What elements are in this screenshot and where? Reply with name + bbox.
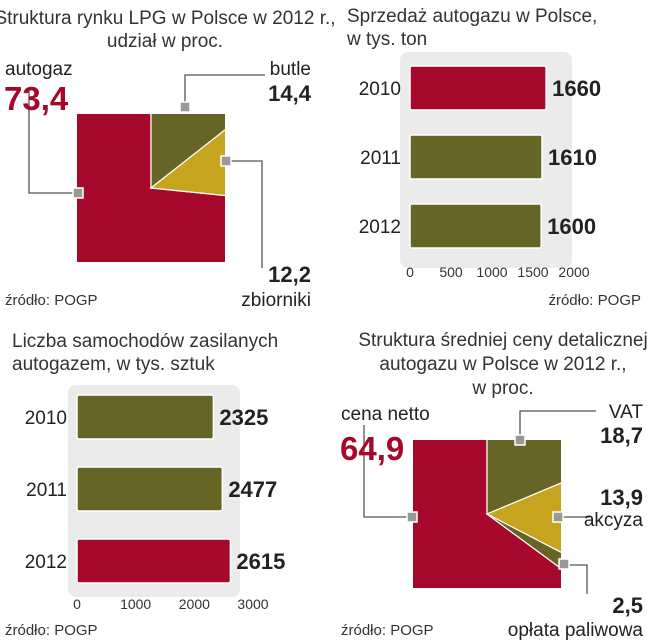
price-connectors (363, 410, 596, 594)
bar-value-2010: 1660 (552, 76, 601, 101)
bar-2012 (76, 538, 232, 584)
akcyza-marker (552, 511, 564, 523)
x-tick-label: 1500 (517, 264, 548, 280)
cars-chart: Liczba samochodów zasilanych autogazem, … (5, 331, 285, 639)
bar-2011 (409, 134, 543, 180)
vat-value: 18,7 (600, 423, 643, 448)
cena-netto-value: 64,9 (340, 430, 404, 467)
price-slice-opłata-paliwowa (486, 513, 561, 570)
autogaz-marker (72, 187, 84, 199)
sales-chart-title: Sprzedaż autogazu w Polsce, (347, 6, 597, 27)
sales-chart-subtitle: w tys. ton (346, 29, 427, 50)
cena-netto-marker (406, 511, 418, 523)
price-chart-title-line1: Struktura średniej ceny detalicznej (358, 330, 647, 351)
lpg-chart-subtitle: udział w proc. (107, 31, 223, 52)
x-tick-label: 2000 (179, 596, 210, 612)
bar-2010 (409, 65, 547, 111)
akcyza-value: 13,9 (600, 485, 643, 510)
butle-value: 14,4 (268, 81, 312, 106)
x-tick-label: 2000 (558, 264, 589, 280)
lpg-markers (72, 101, 232, 199)
zbiorniki-value: 12,2 (268, 262, 311, 287)
x-tick-label: 1000 (120, 596, 151, 612)
oplata-marker (558, 558, 570, 570)
akcyza-label: akcyza (584, 510, 644, 531)
year-label-2011: 2011 (360, 148, 401, 169)
price-structure-chart: Struktura średniej ceny detalicznej auto… (340, 330, 647, 640)
lpg-pie (77, 114, 225, 262)
year-label-2012: 2012 (359, 217, 401, 238)
year-label-2012: 2012 (25, 552, 67, 573)
year-label-2011: 2011 (26, 480, 67, 501)
price-chart-title-line2: autogazu w Polsce w 2012 r., (379, 354, 626, 375)
x-tick-label: 0 (406, 264, 414, 280)
lpg-chart-title: Struktura rynku LPG w Polsce w 2012 r., (0, 8, 336, 29)
sales-chart: Sprzedaż autogazu w Polsce, w tys. ton 2… (346, 6, 641, 309)
cars-chart-title: Liczba samochodów zasilanych (12, 331, 278, 352)
x-tick-label: 1000 (476, 264, 507, 280)
lpg-source: źródło: POGP (5, 292, 98, 309)
x-tick-label: 0 (73, 596, 81, 612)
price-source: źródło: POGP (341, 622, 434, 639)
vat-marker (514, 434, 526, 446)
lpg-slice-zbiorniki (149, 129, 225, 197)
lpg-slice-butle (150, 114, 225, 190)
bar-value-2011: 1610 (548, 145, 597, 170)
price-markers (406, 434, 570, 570)
price-slice-VAT (486, 440, 561, 515)
cars-source: źródło: POGP (5, 622, 98, 639)
year-label-2010: 2010 (25, 408, 67, 429)
cena-netto-label: cena netto (341, 404, 430, 425)
lpg-structure-chart: Struktura rynku LPG w Polsce w 2012 r., … (0, 8, 336, 311)
x-tick-label: 500 (439, 264, 463, 280)
butle-marker (179, 101, 191, 113)
cars-bars: 2010 2325 2011 2477 2012 2615 0 1000 2000 3000 (25, 394, 285, 612)
bar-value-2012: 2615 (236, 549, 285, 574)
lpg-connectors (28, 74, 265, 268)
price-slice-akcyza (485, 482, 561, 553)
sales-source: źródło: POGP (548, 292, 641, 309)
vat-label: VAT (609, 402, 644, 423)
oplata-label: opłata paliwowa (508, 620, 644, 640)
bar-value-2010: 2325 (219, 405, 268, 430)
oplata-value: 2,5 (612, 593, 643, 618)
bar-2011 (76, 466, 224, 512)
autogaz-value: 73,4 (4, 80, 69, 117)
bar-value-2012: 1600 (547, 214, 596, 239)
autogaz-label: autogaz (5, 59, 73, 80)
year-label-2010: 2010 (359, 79, 401, 100)
bar-value-2011: 2477 (228, 477, 277, 502)
cars-chart-subtitle: autogazem, w tys. sztuk (12, 354, 215, 375)
butle-label: butle (270, 59, 311, 80)
bar-2012 (409, 203, 542, 249)
zbiorniki-label: zbiorniki (241, 290, 311, 311)
x-tick-label: 3000 (237, 596, 268, 612)
sales-bars: 2010 1660 2011 1610 2012 1600 0 500 1000 1500 2000 (359, 65, 601, 280)
bar-2010 (76, 394, 215, 440)
zbiorniki-marker (220, 155, 232, 167)
price-chart-title-line3: w proc. (471, 378, 533, 399)
price-pie (413, 440, 561, 588)
